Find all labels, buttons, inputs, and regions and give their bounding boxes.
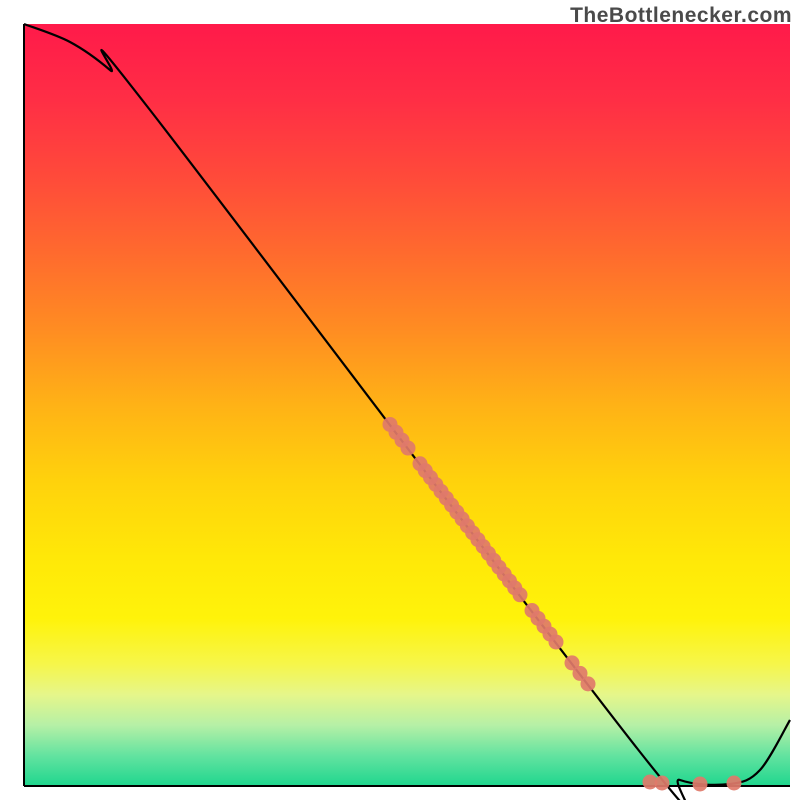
data-point (549, 634, 564, 649)
data-point (655, 776, 670, 791)
data-point (581, 676, 596, 691)
data-point (693, 777, 708, 792)
plot-layer (0, 0, 800, 800)
bottleneck-chart: TheBottlenecker.com (0, 0, 800, 800)
data-point (401, 441, 416, 456)
data-markers (383, 417, 742, 792)
watermark-text: TheBottlenecker.com (570, 4, 792, 28)
data-point (727, 776, 742, 791)
data-point (513, 587, 528, 602)
bottleneck-curve (24, 24, 790, 800)
